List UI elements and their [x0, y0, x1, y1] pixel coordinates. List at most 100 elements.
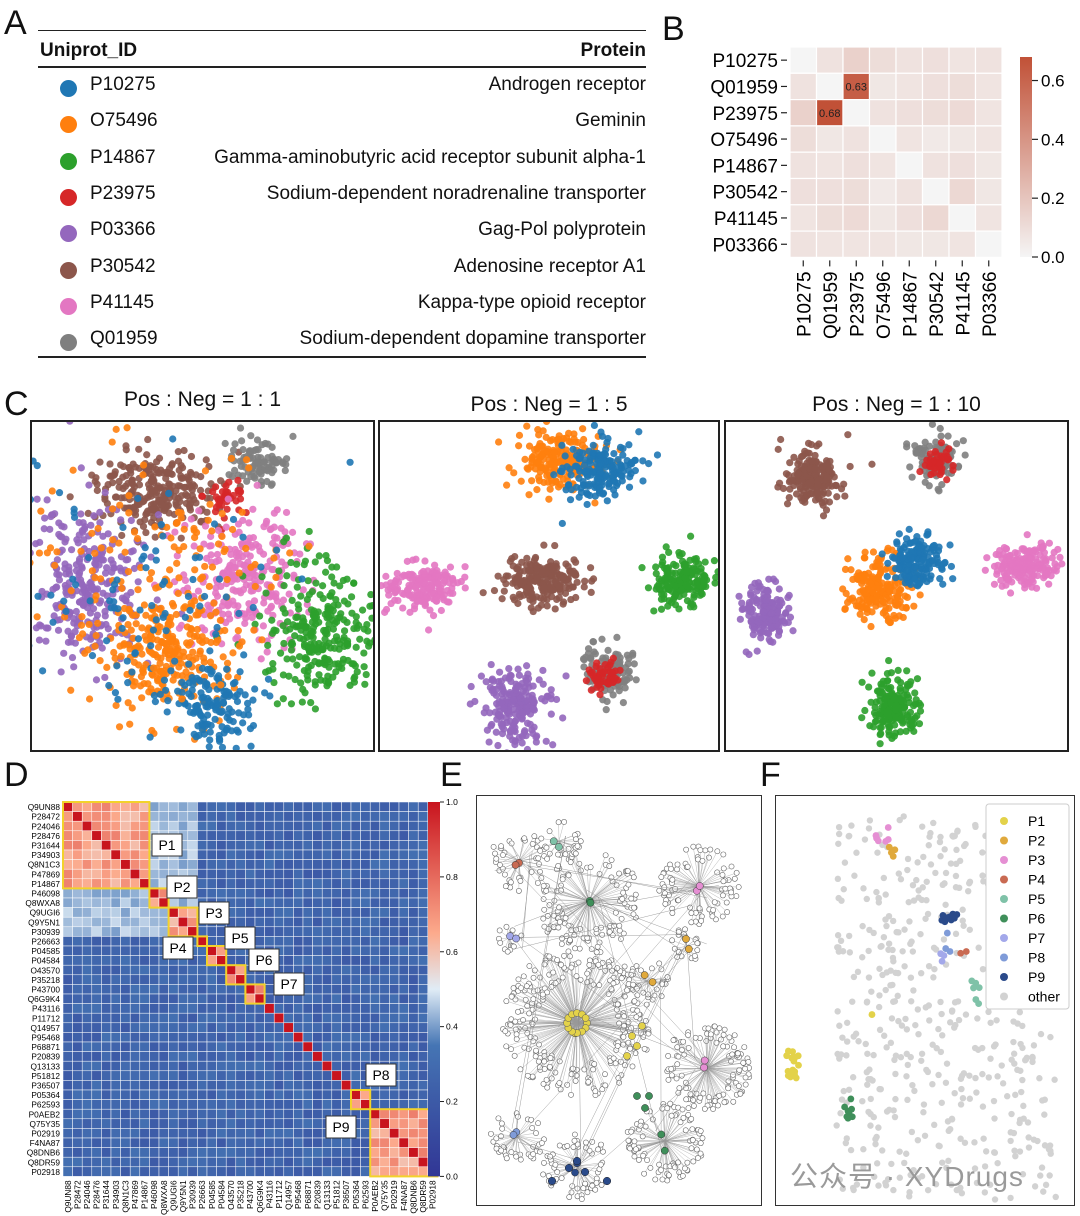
heatmap-cell: [789, 230, 818, 259]
point-P10275: [239, 719, 247, 727]
point-P30542: [523, 554, 531, 562]
point-P41145: [296, 550, 304, 558]
point-P30542: [153, 488, 161, 496]
point-O75496: [540, 478, 548, 487]
point-O75496: [897, 585, 905, 594]
point-P10275: [212, 630, 220, 638]
heatmap-cell: [62, 878, 73, 889]
heatmap-cell: [948, 230, 977, 259]
col-label: P03366: [980, 271, 1001, 337]
heatmap-cell: [350, 849, 361, 860]
point-P14867: [315, 659, 323, 667]
point-P10275: [653, 451, 662, 459]
point-P10275: [119, 614, 127, 622]
point-O75496: [545, 495, 553, 503]
point-O75496: [147, 569, 156, 577]
point-P30542: [66, 493, 74, 501]
point-P03366: [60, 523, 68, 531]
point-P23975: [600, 667, 608, 676]
heatmap-cell: [254, 849, 265, 860]
point-P03366: [542, 737, 550, 745]
point-P41145: [244, 537, 252, 545]
col-label: P41145: [953, 271, 974, 335]
point-Q01959: [928, 422, 937, 428]
point-P10275: [639, 477, 647, 485]
point-P03366: [738, 599, 746, 607]
heatmap-cell: [177, 820, 189, 832]
protein-similarity-heatmap: P10275P10275Q01959Q01959P23975P23975O754…: [710, 46, 1065, 339]
point-O75496: [221, 626, 229, 635]
point-P14867: [903, 680, 911, 689]
point-P41145: [382, 605, 391, 614]
colorbar-label: 0.2: [1041, 189, 1065, 208]
heatmap-cell: [895, 204, 924, 232]
point-O75496: [214, 540, 223, 548]
point-O75496: [525, 442, 534, 450]
heatmap-cell: [417, 859, 429, 870]
point-O75496: [565, 429, 573, 437]
point-O75496: [61, 613, 69, 621]
heatmap-cell: [408, 820, 419, 832]
point-P14867: [890, 695, 899, 703]
point-P30542: [147, 470, 155, 478]
point-P41145: [241, 610, 249, 618]
point-P41145: [433, 593, 441, 601]
point-P10275: [103, 637, 111, 645]
point-P30542: [515, 571, 523, 579]
point-O75496: [200, 654, 208, 662]
point-P03366: [547, 686, 555, 694]
heatmap-cell: [895, 46, 924, 74]
point-O75496: [272, 573, 280, 582]
heatmap-cell: [62, 859, 73, 870]
heatmap-cell: [948, 98, 977, 127]
heatmap-cell: [948, 125, 977, 153]
point-P30542: [802, 483, 810, 492]
heatmap-cell: [842, 72, 871, 101]
point-P10275: [206, 728, 214, 736]
point-P14867: [303, 672, 311, 680]
point-P14867: [869, 723, 878, 731]
point-P03366: [85, 481, 93, 489]
point-O75496: [916, 591, 924, 599]
point-O75496: [861, 570, 869, 579]
point-P03366: [753, 647, 761, 655]
point-P30542: [135, 445, 143, 453]
heatmap-cell: [206, 840, 217, 851]
heatmap-cell: [81, 888, 93, 899]
point-P23975: [223, 505, 231, 513]
point-P03366: [521, 697, 529, 705]
heatmap-cell: [81, 897, 93, 908]
point-P10275: [159, 532, 167, 540]
point-P41145: [277, 524, 285, 532]
point-P10275: [249, 603, 257, 612]
point-P30542: [168, 470, 176, 478]
point-P10275: [905, 579, 914, 587]
point-P14867: [701, 558, 709, 566]
point-P03366: [529, 705, 538, 713]
point-P30542: [108, 479, 117, 487]
heatmap-cell: [245, 916, 256, 928]
point-P30542: [572, 593, 580, 602]
heatmap-cell: [293, 820, 304, 832]
heatmap-cell: [350, 907, 361, 918]
point-P30542: [172, 498, 180, 507]
point-P03366: [89, 605, 98, 613]
point-P10275: [264, 675, 273, 683]
point-P14867: [307, 606, 316, 614]
point-P14867: [658, 553, 667, 561]
point-P03366: [489, 685, 497, 693]
point-Q01959: [231, 466, 239, 475]
point-P30542: [540, 584, 549, 592]
heatmap-cell: [369, 849, 381, 860]
point-P03366: [523, 707, 531, 716]
point-Q01959: [936, 424, 944, 433]
col-label: P47869: [130, 1180, 140, 1209]
point-P03366: [477, 672, 485, 680]
point-O75496: [130, 528, 139, 536]
point-P30542: [570, 556, 578, 564]
point-P10275: [244, 699, 252, 707]
point-P14867: [356, 635, 364, 643]
point-P10275: [49, 618, 57, 626]
point-P14867: [650, 607, 658, 615]
heatmap-cell: [120, 859, 131, 870]
